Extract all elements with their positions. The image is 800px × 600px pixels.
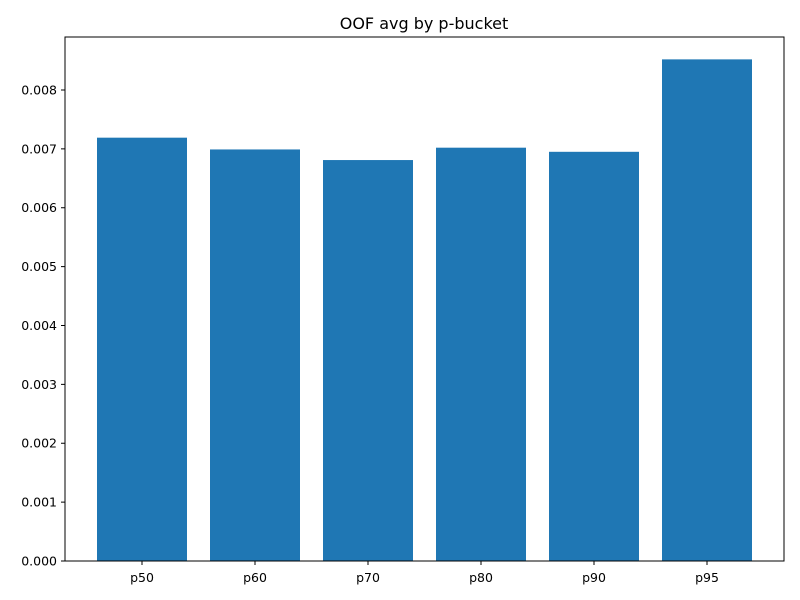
y-tick-label-5: 0.005 — [21, 259, 57, 274]
y-tick-label-3: 0.003 — [21, 377, 57, 392]
bar-p60 — [210, 149, 300, 562]
y-tick-label-7: 0.007 — [21, 141, 57, 156]
bar-p90 — [549, 151, 639, 561]
x-tick-label-p95: p95 — [695, 570, 719, 585]
y-tick-label-0: 0.000 — [21, 554, 57, 569]
plot-frame — [64, 36, 785, 562]
y-tick-label-4: 0.004 — [21, 318, 57, 333]
bar-p80 — [436, 147, 526, 562]
y-tick-label-8: 0.008 — [21, 82, 57, 97]
bar-p50 — [97, 137, 187, 561]
x-axis: p50 p60 p70 p80 p90 p95 — [130, 561, 719, 585]
y-tick-label-1: 0.001 — [21, 495, 57, 510]
x-tick-label-p70: p70 — [356, 570, 380, 585]
y-tick-label-2: 0.002 — [21, 436, 57, 451]
bar-p95 — [662, 59, 752, 561]
y-tick-label-6: 0.006 — [21, 200, 57, 215]
y-axis: 0.000 0.001 0.002 0.003 0.004 0.005 0.006 0.007… — [21, 82, 65, 569]
x-tick-label-p50: p50 — [130, 570, 154, 585]
x-tick-label-p60: p60 — [243, 570, 267, 585]
x-tick-label-p90: p90 — [582, 570, 606, 585]
chart-title: OOF avg by p-bucket — [340, 14, 509, 33]
bars-layer — [97, 59, 752, 562]
x-tick-label-p80: p80 — [469, 570, 493, 585]
bar-p70 — [323, 160, 413, 561]
